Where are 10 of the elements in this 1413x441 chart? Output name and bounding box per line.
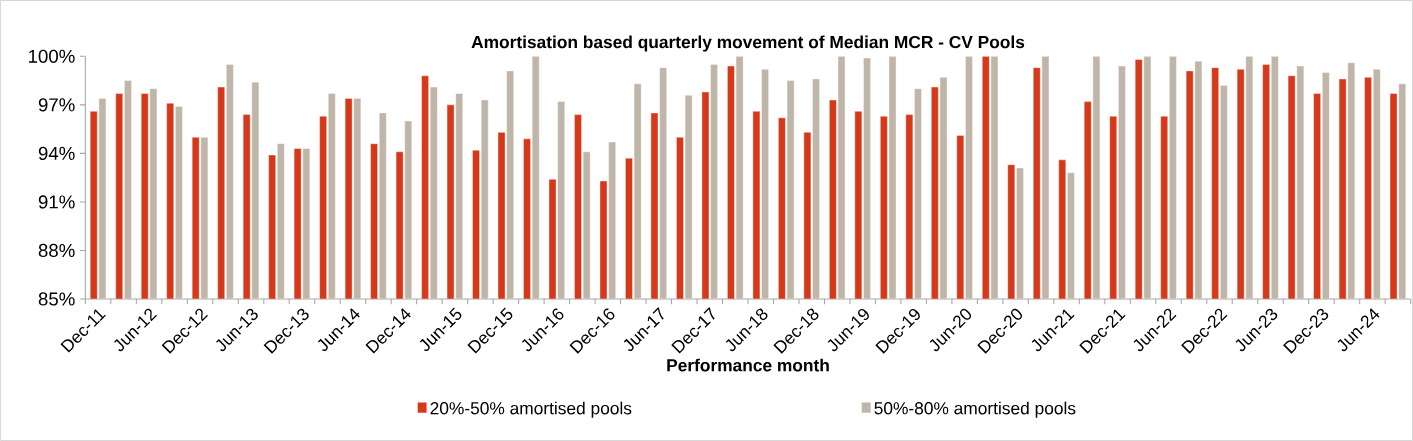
chart-title: Amortisation based quarterly movement of Median MCR - CV Pools	[471, 35, 1025, 52]
y-tick-label: 88%	[38, 243, 75, 258]
y-tick-label: 94%	[38, 146, 75, 160]
x-axis-title: Performance month	[667, 358, 829, 372]
y-tick-label: 91%	[38, 195, 75, 209]
y-tick-label: 97%	[38, 98, 75, 112]
y-tick-label: 100%	[28, 49, 75, 63]
legend-label: 50%-80% amortised pools	[874, 401, 1076, 418]
legend-label: 20%-50% amortised pools	[430, 401, 632, 418]
y-tick-label: 85%	[38, 292, 75, 306]
